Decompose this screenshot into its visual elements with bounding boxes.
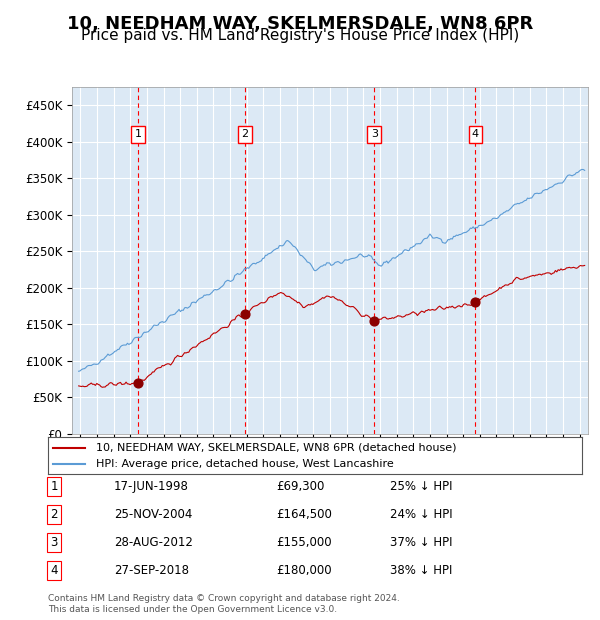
Text: 10, NEEDHAM WAY, SKELMERSDALE, WN8 6PR (detached house): 10, NEEDHAM WAY, SKELMERSDALE, WN8 6PR (… [96,443,457,453]
Point [133,378,143,388]
Text: 1: 1 [134,130,142,140]
Text: 25-NOV-2004: 25-NOV-2004 [114,508,193,521]
Text: 2: 2 [50,508,58,521]
Text: 3: 3 [50,536,58,549]
Text: 3: 3 [371,130,378,140]
Text: 27-SEP-2018: 27-SEP-2018 [114,564,189,577]
Text: 24% ↓ HPI: 24% ↓ HPI [390,508,452,521]
Point [470,298,480,308]
Text: 28-AUG-2012: 28-AUG-2012 [114,536,193,549]
Text: 17-JUN-1998: 17-JUN-1998 [114,480,189,493]
Text: 1: 1 [50,480,58,493]
Text: £69,300: £69,300 [276,480,325,493]
Text: 4: 4 [50,564,58,577]
Text: HPI: Average price, detached house, West Lancashire: HPI: Average price, detached house, West… [96,459,394,469]
Text: £164,500: £164,500 [276,508,332,521]
Text: 37% ↓ HPI: 37% ↓ HPI [390,536,452,549]
Text: Contains HM Land Registry data © Crown copyright and database right 2024.
This d: Contains HM Land Registry data © Crown c… [48,595,400,614]
Text: 4: 4 [472,130,479,140]
Point [241,309,250,319]
Text: 38% ↓ HPI: 38% ↓ HPI [390,564,452,577]
Text: £155,000: £155,000 [276,536,332,549]
Point [370,316,379,326]
Text: £180,000: £180,000 [276,564,332,577]
Text: 2: 2 [242,130,248,140]
Text: 10, NEEDHAM WAY, SKELMERSDALE, WN8 6PR: 10, NEEDHAM WAY, SKELMERSDALE, WN8 6PR [67,16,533,33]
Text: Price paid vs. HM Land Registry's House Price Index (HPI): Price paid vs. HM Land Registry's House … [81,28,519,43]
Text: 25% ↓ HPI: 25% ↓ HPI [390,480,452,493]
